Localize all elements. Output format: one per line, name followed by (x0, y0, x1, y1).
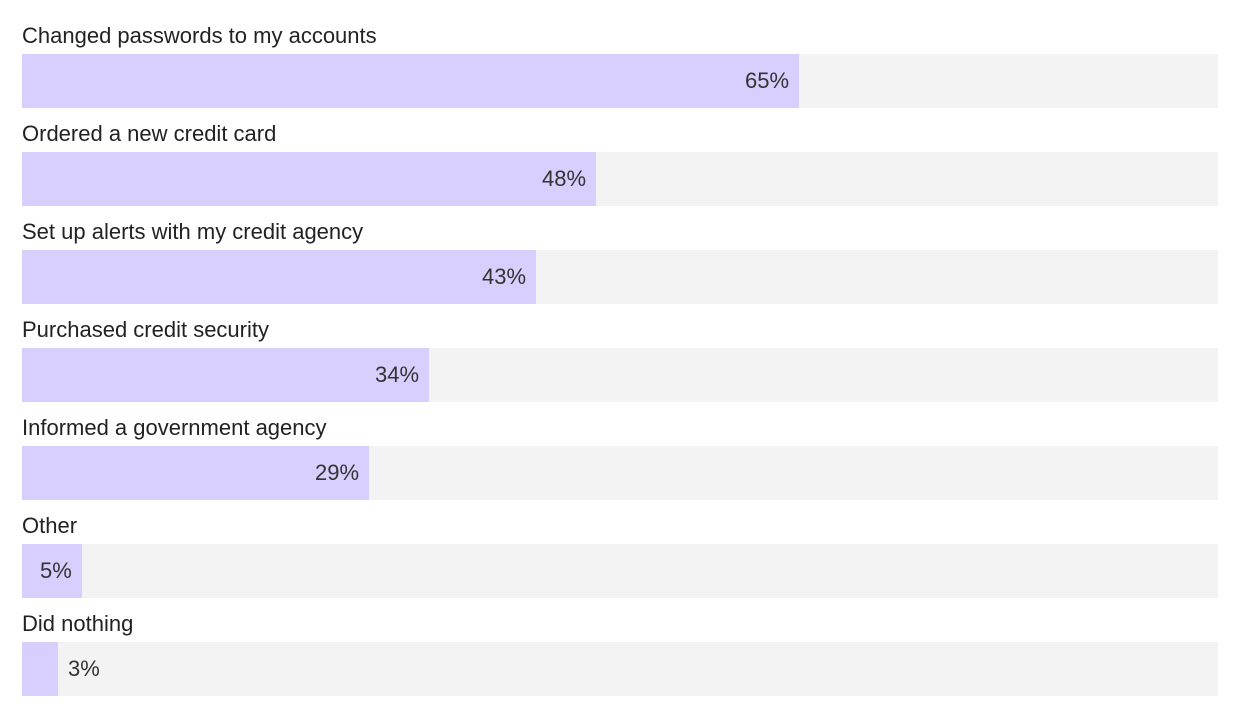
bar (22, 54, 799, 108)
bar-row: Purchased credit security 34% (22, 312, 1218, 410)
bar (22, 446, 369, 500)
bar-track: 5% (22, 544, 1218, 598)
bar-track: 34% (22, 348, 1218, 402)
bar (22, 152, 596, 206)
bar-value-label: 43% (482, 264, 527, 289)
bar-value-label: 29% (315, 460, 360, 485)
bar-label: Purchased credit security (22, 317, 269, 342)
bar (22, 348, 429, 402)
bar-track: 29% (22, 446, 1218, 500)
bar-value-label: 48% (542, 166, 587, 191)
bar-label: Set up alerts with my credit agency (22, 219, 364, 244)
bar-value-label: 3% (68, 656, 100, 681)
bar-row: Did nothing 3% (22, 606, 1218, 704)
bar-row: Other 5% (22, 508, 1218, 606)
bar-label: Changed passwords to my accounts (22, 23, 377, 48)
bar-label: Other (22, 513, 78, 538)
bar (22, 544, 82, 598)
bar-row: Informed a government agency 29% (22, 410, 1218, 508)
bar-row: Ordered a new credit card 48% (22, 116, 1218, 214)
bar-label: Informed a government agency (22, 415, 327, 440)
bar (22, 642, 58, 696)
bar-row: Changed passwords to my accounts 65% (22, 18, 1218, 116)
bar-track: 48% (22, 152, 1218, 206)
bar-value-label: 34% (375, 362, 420, 387)
bar-track: 43% (22, 250, 1218, 304)
bar-value-label: 5% (40, 558, 72, 583)
bar-track: 65% (22, 54, 1218, 108)
bar (22, 250, 536, 304)
bar-row: Set up alerts with my credit agency 43% (22, 214, 1218, 312)
bar-value-label: 65% (745, 68, 790, 93)
bar-label: Ordered a new credit card (22, 121, 277, 146)
bar-track: 3% (22, 642, 1218, 696)
bar-label: Did nothing (22, 611, 134, 636)
